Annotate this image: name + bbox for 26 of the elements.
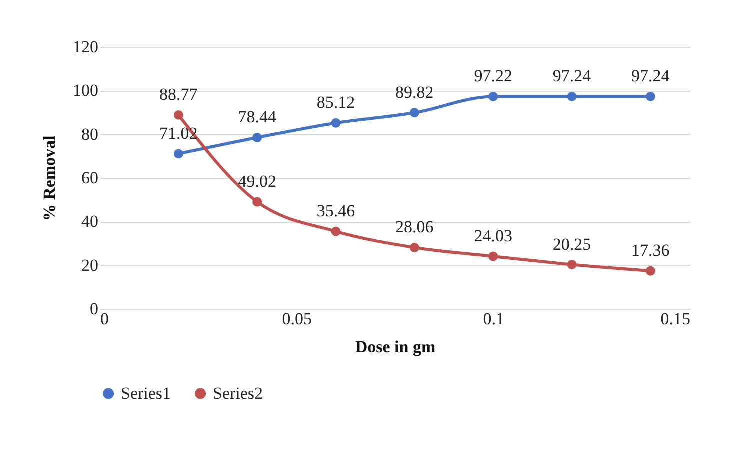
y-tick-label: 20 [82, 256, 98, 275]
y-axis-title: % Removal [40, 136, 59, 222]
data-label: 78.44 [238, 108, 277, 127]
y-tick-label: 60 [82, 168, 98, 188]
y-tick-label: 80 [82, 124, 98, 144]
y-tick-label: 100 [73, 81, 98, 100]
data-label: 97.22 [474, 66, 512, 86]
data-label: 97.24 [552, 66, 592, 86]
x-tick-label: 0.05 [282, 310, 312, 328]
data-label: 17.36 [632, 241, 670, 260]
data-label: 49.02 [238, 172, 276, 191]
data-label: 97.24 [632, 66, 670, 86]
legend-label: Series2 [213, 384, 264, 403]
data-label: 88.77 [160, 85, 198, 104]
y-tick-label: 40 [82, 212, 98, 232]
data-label: 85.12 [316, 93, 356, 112]
x-tick-label: 0.1 [483, 310, 504, 328]
legend-label: Series1 [121, 384, 172, 403]
data-label: 24.03 [474, 226, 512, 246]
x-axis-title: Dose in gm [355, 338, 436, 356]
data-label: 35.46 [316, 202, 356, 221]
y-tick-label: 120 [73, 38, 98, 56]
data-label: 28.06 [396, 218, 434, 237]
data-label: 89.82 [396, 82, 434, 102]
x-tick-label: 0.15 [660, 310, 690, 328]
data-label: 20.25 [552, 234, 592, 254]
